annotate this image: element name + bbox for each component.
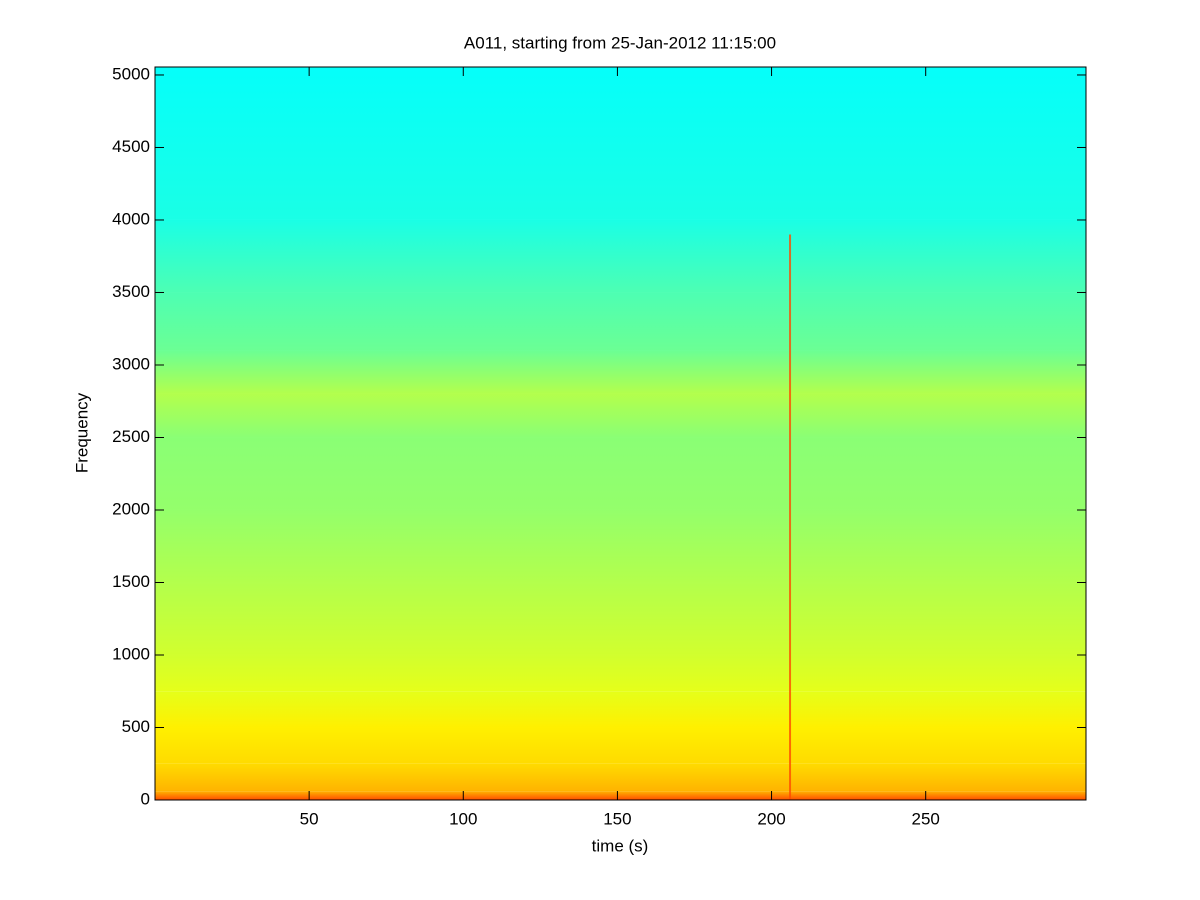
y-tick-label: 1000 bbox=[112, 644, 150, 663]
spectrogram-band bbox=[155, 791, 1086, 800]
spectrogram-band bbox=[155, 393, 1086, 438]
axes-box bbox=[154, 66, 1087, 801]
spectrogram-band bbox=[155, 219, 1086, 293]
spectrogram-band bbox=[155, 437, 1086, 510]
spectrogram-band bbox=[155, 654, 1086, 692]
y-tick-label: 5000 bbox=[112, 64, 150, 83]
y-tick-label: 0 bbox=[141, 789, 150, 808]
y-tick-label: 500 bbox=[122, 717, 150, 736]
spectrogram-band bbox=[155, 292, 1086, 351]
y-tick-label: 2000 bbox=[112, 499, 150, 518]
y-tick-label: 3000 bbox=[112, 354, 150, 373]
x-tick-label: 200 bbox=[757, 809, 785, 828]
y-axis-label: Frequency bbox=[72, 392, 91, 473]
spectrogram-band bbox=[155, 763, 1086, 792]
chart-title: A011, starting from 25-Jan-2012 11:15:00 bbox=[464, 33, 776, 52]
y-tick-label: 2500 bbox=[112, 427, 150, 446]
x-tick-label: 150 bbox=[603, 809, 631, 828]
spectrogram-band bbox=[155, 691, 1086, 728]
spectrogram-band bbox=[155, 67, 1086, 220]
x-tick-label: 250 bbox=[912, 809, 940, 828]
spectrogram-band bbox=[155, 350, 1086, 394]
y-tick-label: 4000 bbox=[112, 209, 150, 228]
y-tick-label: 1500 bbox=[112, 572, 150, 591]
x-tick-label: 50 bbox=[300, 809, 319, 828]
y-tick-label: 3500 bbox=[112, 282, 150, 301]
x-tick-label: 100 bbox=[449, 809, 477, 828]
spectrogram-band bbox=[155, 582, 1086, 655]
spectrogram-band bbox=[155, 727, 1086, 764]
x-axis-label: time (s) bbox=[592, 836, 649, 855]
y-tick-label: 4500 bbox=[112, 137, 150, 156]
spectrogram-band bbox=[155, 509, 1086, 583]
plot-area bbox=[155, 67, 1086, 800]
